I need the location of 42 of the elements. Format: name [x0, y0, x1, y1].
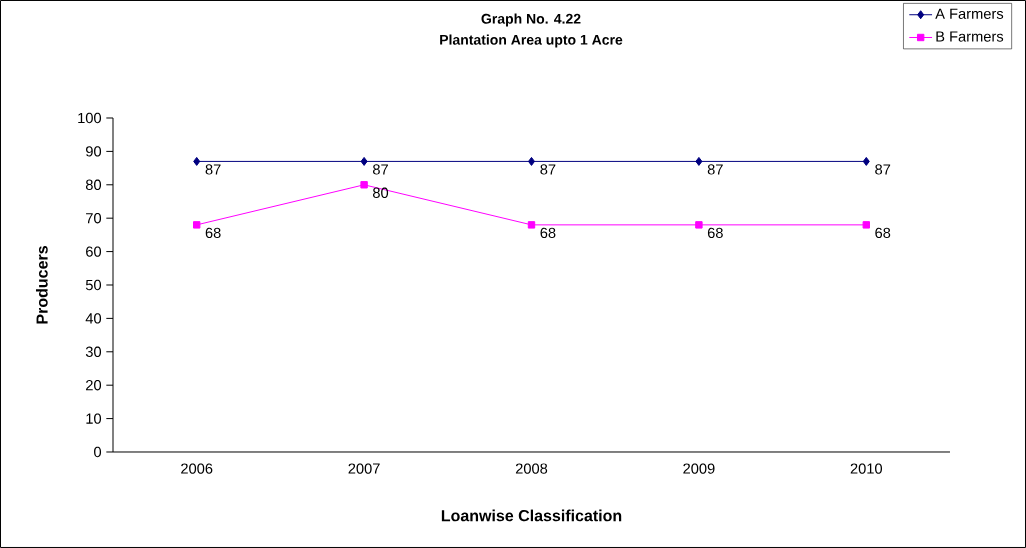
chart-title: Graph No. 4.22: [481, 13, 581, 27]
y-tick-label: 10: [86, 413, 102, 424]
data-label: 68: [205, 227, 221, 239]
x-tick-label: 2009: [683, 463, 715, 474]
legend-label: A Farmers: [935, 8, 1004, 19]
data-label: 87: [373, 164, 388, 175]
x-tick-label: 2010: [850, 463, 883, 474]
data-label: 87: [707, 164, 723, 175]
data-label: 80: [373, 187, 389, 198]
point: [695, 221, 703, 229]
data-label: 87: [875, 164, 891, 175]
y-tick-label: 100: [78, 112, 102, 124]
y-tick-label: 30: [85, 346, 102, 357]
x-axis-title: Loanwise Classification: [441, 509, 622, 522]
point: [193, 221, 201, 229]
data-label: 68: [707, 227, 723, 239]
data-label: 87: [205, 164, 221, 175]
x-tick-label: 2008: [515, 463, 548, 474]
chart-subtitle: Plantation Area upto 1 Acre: [440, 34, 623, 48]
y-tick-label: 0: [94, 446, 102, 458]
y-tick-label: 50: [85, 279, 102, 291]
point: [528, 156, 535, 166]
x-tick-label: 2006: [181, 463, 213, 474]
point: [695, 156, 703, 166]
legend-label: B Farmers: [936, 31, 1004, 42]
data-label: 68: [875, 227, 891, 239]
y-tick-label: 70: [86, 213, 102, 224]
y-tick-label: 20: [86, 380, 102, 391]
y-tick-label: 80: [85, 179, 102, 190]
point: [193, 156, 201, 166]
y-axis-title: Producers: [35, 246, 48, 324]
point: [527, 221, 536, 229]
y-tick-label: 90: [86, 146, 102, 157]
y-tick-label: 40: [85, 313, 102, 324]
point: [862, 221, 870, 229]
y-tick-label: 60: [86, 246, 102, 257]
x-tick-label: 2007: [348, 463, 380, 474]
data-label: 68: [540, 227, 556, 239]
point: [360, 181, 368, 189]
data-label: 87: [540, 164, 556, 175]
point: [862, 156, 870, 166]
point: [360, 156, 368, 166]
